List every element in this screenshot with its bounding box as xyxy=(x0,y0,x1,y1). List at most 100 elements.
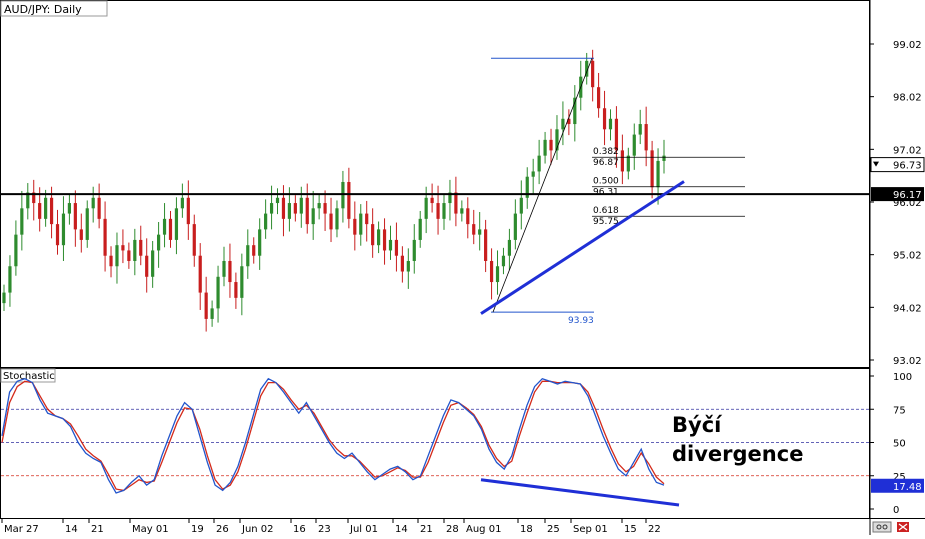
candle-body xyxy=(507,239,512,256)
candle-body xyxy=(109,255,113,267)
candle-body xyxy=(305,197,309,225)
candle-body xyxy=(484,229,488,261)
time-tick-label: Jul 01 xyxy=(349,524,378,535)
candle-body xyxy=(14,234,18,267)
price-tick-label: 95.02 xyxy=(893,251,922,262)
candle-body xyxy=(614,118,619,151)
candle-body xyxy=(258,229,262,256)
candle-body xyxy=(151,250,155,277)
candle-body xyxy=(608,118,613,130)
candle-body xyxy=(382,229,387,251)
time-tick-label: 22 xyxy=(648,524,661,535)
stoch-value-label: 17.48 xyxy=(893,482,922,493)
price-tick-label: 93.02 xyxy=(893,356,922,367)
candle-body xyxy=(632,134,636,156)
candle-body xyxy=(525,176,529,198)
candle-body xyxy=(585,60,589,77)
candle-body xyxy=(561,118,565,130)
fib-price-label: 96.31 xyxy=(593,188,619,198)
time-tick-label: Sep 01 xyxy=(573,524,608,535)
line-price-label: 96.17 xyxy=(893,190,922,201)
time-tick-label: 16 xyxy=(293,524,306,535)
title-box xyxy=(0,0,108,17)
candle-body xyxy=(501,255,506,267)
candle-body xyxy=(281,197,286,219)
candle-body xyxy=(567,118,571,125)
candle-body xyxy=(204,292,208,319)
time-tick-label: 25 xyxy=(547,524,560,535)
candle-body xyxy=(662,155,666,161)
price-panel-frame xyxy=(0,0,870,368)
candle-body xyxy=(442,203,446,219)
stoch-tick-label: 50 xyxy=(893,439,906,450)
candle-body xyxy=(359,213,363,235)
candle-body xyxy=(620,150,624,172)
candle-body xyxy=(127,250,131,261)
candle-body xyxy=(323,203,327,214)
close-icon[interactable] xyxy=(897,522,909,532)
candle-body xyxy=(406,260,410,272)
candle-body xyxy=(156,234,161,251)
current-price-box xyxy=(870,157,925,173)
price-tick-label: 99.02 xyxy=(893,40,922,51)
candle-body xyxy=(311,208,315,225)
candle-body xyxy=(139,239,143,256)
time-tick-label: May 01 xyxy=(132,524,169,535)
candle-body xyxy=(573,97,577,125)
stoch-value-box xyxy=(871,478,924,493)
candle-body xyxy=(531,171,535,177)
candle-body xyxy=(591,60,595,88)
time-tick-label: Jun 02 xyxy=(241,524,274,535)
candle-body xyxy=(79,229,83,240)
chart-title: AUD/JPY: Daily xyxy=(4,3,82,16)
candle-body xyxy=(394,239,399,256)
line-price-box xyxy=(871,187,924,202)
candle-body xyxy=(198,255,202,293)
candle-body xyxy=(234,282,238,298)
candle-body xyxy=(353,218,357,235)
candle-body xyxy=(8,266,12,293)
candle-body xyxy=(252,245,256,256)
candle-body xyxy=(478,229,482,235)
candle-body xyxy=(222,260,226,277)
stoch-d-line xyxy=(1,380,665,492)
time-tick-label: Aug 01 xyxy=(466,524,501,535)
annotation-line-2: divergence xyxy=(672,442,803,466)
candle-body xyxy=(317,203,321,209)
candle-body xyxy=(228,260,232,283)
candle-body xyxy=(555,129,559,151)
candle-body xyxy=(537,155,541,172)
candle-body xyxy=(472,224,476,235)
stochastic-lines: 17.48 xyxy=(1,377,924,507)
candle-body xyxy=(186,197,190,225)
candle-body xyxy=(55,224,60,246)
divergence-line xyxy=(480,478,680,507)
stoch-axis: 100 75 50 25 0 xyxy=(870,372,912,516)
annotation-line-1: Býčí xyxy=(672,413,723,437)
time-tick-label: 18 xyxy=(520,524,533,535)
candle-body xyxy=(26,192,30,209)
time-tick-label: 26 xyxy=(216,524,229,535)
uptrend-line xyxy=(480,180,685,315)
current-price-arrow xyxy=(873,161,879,167)
candle-body xyxy=(644,124,648,151)
candle-body xyxy=(460,208,464,214)
candle-body xyxy=(133,239,137,261)
candle-body xyxy=(650,150,654,188)
candle-body xyxy=(329,213,333,230)
time-tick-label: 21 xyxy=(91,524,104,535)
stoch-tick-label: 75 xyxy=(893,405,906,416)
price-tick-label: 94.02 xyxy=(893,303,922,314)
time-tick-label: 14 xyxy=(395,524,408,535)
candle-body xyxy=(145,255,149,277)
candle-body xyxy=(115,245,119,267)
time-tick-label: 15 xyxy=(624,524,637,535)
candle-body xyxy=(264,213,268,230)
candle-body xyxy=(466,208,470,225)
candle-body xyxy=(168,218,173,240)
candle-body xyxy=(365,213,369,225)
stoch-tick-label: 25 xyxy=(893,472,906,483)
scroll-icon[interactable] xyxy=(872,521,892,533)
candle-body xyxy=(103,218,107,256)
stoch-k-line xyxy=(1,377,665,494)
